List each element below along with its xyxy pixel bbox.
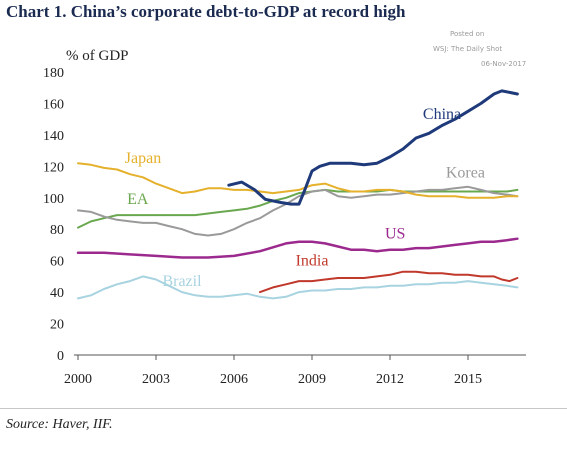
x-tick-label: 2012: [376, 372, 404, 387]
chart-series: [76, 89, 519, 300]
y-tick-label: 180: [43, 66, 64, 81]
series-line-ea: [77, 188, 519, 229]
series-label-brazil: Brazil: [162, 273, 202, 290]
x-tick-label: 2003: [142, 372, 170, 387]
x-tick-label: 2015: [454, 372, 482, 387]
source-note: Source: Haver, IIF.: [6, 417, 113, 432]
y-tick-label: 100: [43, 192, 64, 207]
y-tick-label: 40: [50, 286, 64, 301]
y-tick-label: 80: [50, 223, 64, 238]
divider: [0, 408, 567, 409]
x-tick-label: 2006: [220, 372, 248, 387]
series-line-korea: [77, 185, 519, 237]
y-tick-label: 160: [43, 97, 64, 112]
series-label-us: US: [385, 226, 405, 243]
series-labels: China Japan Korea EA US India Brazil: [125, 106, 485, 290]
chart-axes: 0 20 40 60 80 100 120 140 160 180 2000 2003 2006 2009…: [43, 48, 526, 387]
watermark-source: WSJ: The Daily Shot: [433, 45, 503, 53]
x-tick-label: 2009: [298, 372, 326, 387]
series-label-japan: Japan: [125, 150, 161, 167]
series-line-brazil: [77, 275, 519, 300]
y-tick-label: 120: [43, 160, 64, 175]
y-tick-label: 20: [50, 318, 64, 333]
series-label-india: India: [296, 252, 329, 269]
series-line-india: [259, 270, 519, 294]
x-tick-label: 2000: [64, 372, 92, 387]
series-label-china: China: [423, 106, 461, 123]
y-tick-label: 0: [57, 349, 64, 364]
series-label-korea: Korea: [446, 164, 485, 181]
y-tick-label: 140: [43, 129, 64, 144]
y-axis-label: % of GDP: [66, 48, 129, 64]
series-line-china: [227, 89, 519, 206]
series-line-japan: [77, 162, 519, 199]
chart-title: Chart 1. China’s corporate debt-to-GDP a…: [6, 2, 406, 21]
line-chart: 0 20 40 60 80 100 120 140 160 180 2000 2003 2006 2009…: [43, 48, 526, 387]
series-line-us: [76, 237, 519, 259]
y-tick-label: 60: [50, 255, 64, 270]
series-label-ea: EA: [127, 191, 149, 208]
watermark-posted: Posted on: [450, 30, 485, 38]
watermark-date: 06-Nov-2017: [481, 60, 527, 68]
